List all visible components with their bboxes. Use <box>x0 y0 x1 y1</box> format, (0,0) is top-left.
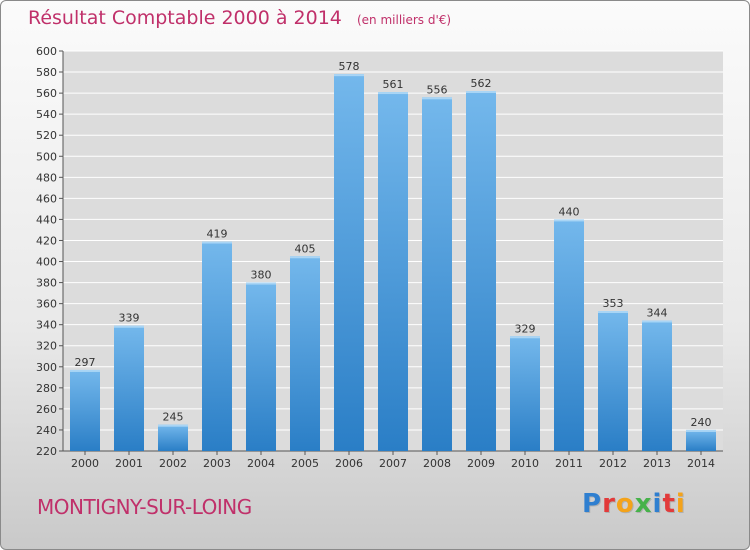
x-tick-label: 2008 <box>423 457 451 470</box>
bar-highlight <box>334 74 364 77</box>
x-tick-label: 2001 <box>115 457 143 470</box>
bar <box>598 311 628 451</box>
logo-letter: i <box>675 489 686 519</box>
bar-highlight <box>598 311 628 313</box>
logo-letter: x <box>634 489 653 519</box>
y-tick-label: 240 <box>36 424 57 437</box>
bar-highlight <box>114 325 144 328</box>
bar-highlight <box>422 97 452 100</box>
bar-value-label: 556 <box>427 83 448 96</box>
proxiti-logo[interactable]: Proxiti <box>582 489 686 519</box>
bar-highlight <box>466 91 496 93</box>
bar-highlight <box>290 256 320 259</box>
bar-value-label: 297 <box>75 356 96 369</box>
y-tick-label: 220 <box>36 445 57 458</box>
bar <box>246 282 276 451</box>
bar <box>510 336 540 451</box>
y-tick-label: 480 <box>36 171 57 184</box>
bar <box>378 92 408 451</box>
logo-letter: i <box>652 489 663 519</box>
bar-value-label: 380 <box>251 269 272 282</box>
y-tick-label: 380 <box>36 277 57 290</box>
chart-subtitle: (en milliers d'€) <box>356 13 452 27</box>
bar-highlight <box>686 429 716 432</box>
bar <box>686 429 716 451</box>
y-tick-label: 360 <box>36 298 57 311</box>
y-tick-label: 440 <box>36 213 57 226</box>
y-tick-label: 260 <box>36 403 57 416</box>
bar <box>466 91 496 451</box>
bar-value-label: 344 <box>647 306 668 319</box>
bar <box>554 219 584 451</box>
y-tick-label: 460 <box>36 192 57 205</box>
x-tick-label: 2011 <box>555 457 583 470</box>
x-tick-label: 2006 <box>335 457 363 470</box>
y-tick-label: 400 <box>36 256 57 269</box>
x-tick-label: 2013 <box>643 457 671 470</box>
x-tick-label: 2000 <box>71 457 99 470</box>
x-tick-label: 2009 <box>467 457 495 470</box>
y-tick-label: 580 <box>36 66 57 79</box>
bar-value-label: 405 <box>295 242 316 255</box>
bar-value-label: 562 <box>471 77 492 90</box>
y-tick-label: 520 <box>36 129 57 142</box>
bar-highlight <box>202 241 232 244</box>
bar <box>114 325 144 451</box>
x-tick-label: 2002 <box>159 457 187 470</box>
bar <box>642 320 672 451</box>
bar-value-label: 245 <box>163 411 184 424</box>
y-tick-label: 500 <box>36 150 57 163</box>
bar-value-label: 578 <box>339 60 360 73</box>
x-tick-label: 2004 <box>247 457 275 470</box>
y-tick-label: 420 <box>36 234 57 247</box>
y-tick-label: 560 <box>36 87 57 100</box>
chart-title: Résultat Comptable 2000 à 2014 <box>28 7 342 29</box>
bar-highlight <box>158 424 188 427</box>
bar-value-label: 240 <box>691 416 712 429</box>
y-tick-label: 600 <box>36 45 57 58</box>
y-tick-label: 300 <box>36 361 57 374</box>
y-tick-label: 340 <box>36 319 57 332</box>
bar-highlight <box>70 369 100 372</box>
x-tick-label: 2010 <box>511 457 539 470</box>
logo-letter: r <box>602 489 616 519</box>
bar <box>334 74 364 451</box>
logo-letter: o <box>615 489 635 519</box>
chart-title-row: Résultat Comptable 2000 à 2014 (en milli… <box>28 7 451 29</box>
x-tick-label: 2007 <box>379 457 407 470</box>
y-tick-label: 280 <box>36 382 57 395</box>
logo-letter: P <box>582 489 603 519</box>
bar-value-label: 339 <box>119 312 140 325</box>
bar-highlight <box>642 320 672 323</box>
bar <box>290 256 320 451</box>
x-tick-label: 2003 <box>203 457 231 470</box>
bar-value-label: 440 <box>559 205 580 218</box>
bar <box>202 241 232 451</box>
bar-value-label: 561 <box>383 78 404 91</box>
bar-value-label: 353 <box>603 297 624 310</box>
bar-highlight <box>554 219 584 222</box>
y-tick-label: 540 <box>36 108 57 121</box>
bar-value-label: 419 <box>207 228 228 241</box>
bar <box>422 97 452 451</box>
bar <box>70 369 100 451</box>
bar-highlight <box>510 336 540 339</box>
bar-value-label: 329 <box>515 322 536 335</box>
bar <box>158 424 188 451</box>
x-tick-label: 2012 <box>599 457 627 470</box>
bar-highlight <box>246 282 276 285</box>
x-tick-label: 2005 <box>291 457 319 470</box>
logo-letter: t <box>662 489 676 519</box>
x-tick-label: 2014 <box>687 457 715 470</box>
bar-highlight <box>378 92 408 95</box>
city-name: MONTIGNY-SUR-LOING <box>37 495 252 519</box>
y-tick-label: 320 <box>36 340 57 353</box>
